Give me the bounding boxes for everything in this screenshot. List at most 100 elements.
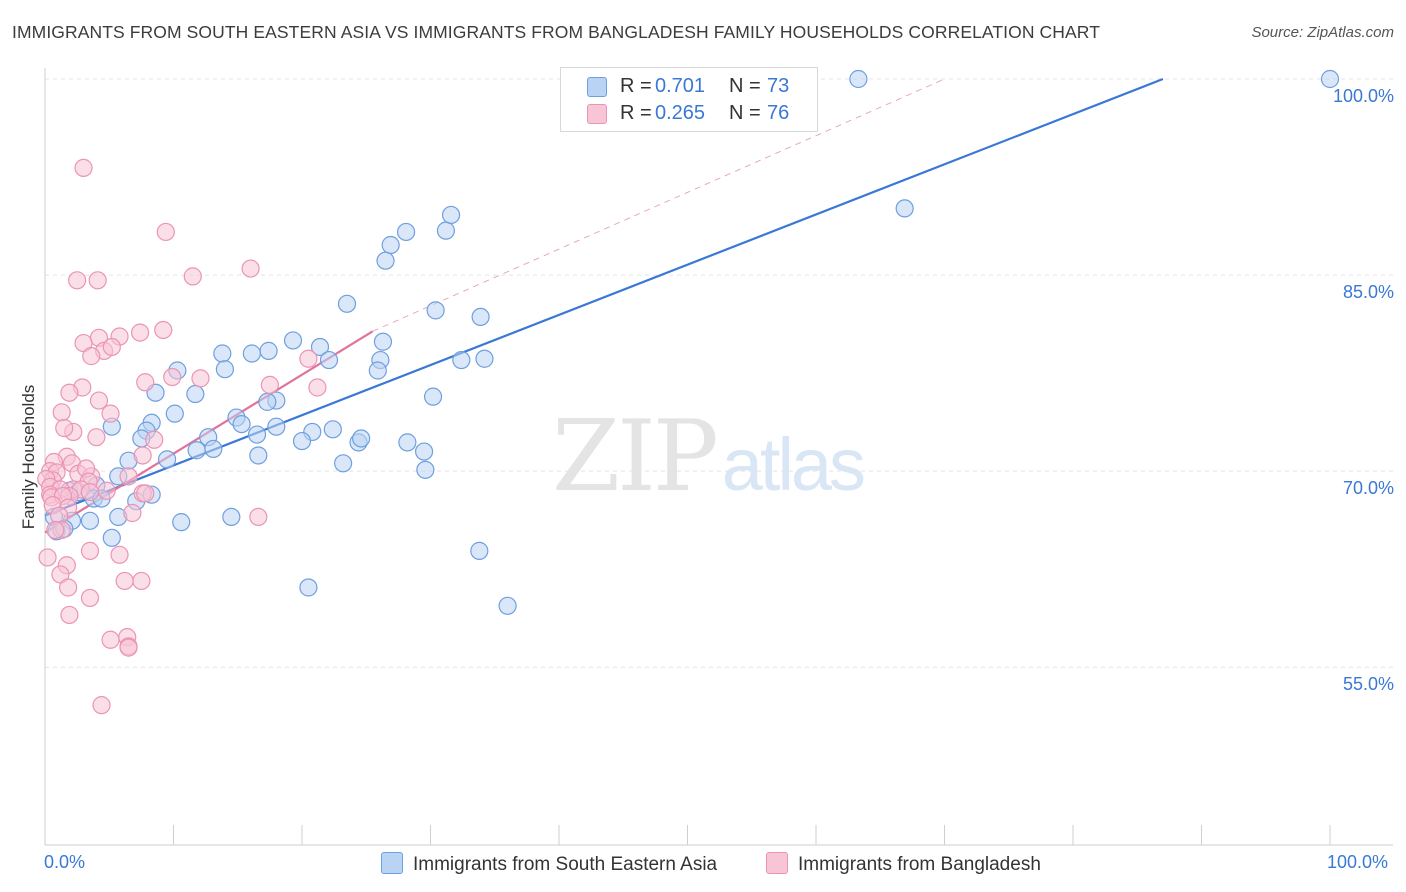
data-point-bangladesh	[154, 320, 173, 340]
data-point-south-eastern-asia	[398, 433, 417, 452]
data-point-bangladesh	[60, 383, 79, 402]
data-point-south-eastern-asia	[242, 344, 261, 363]
data-point-south-eastern-asia	[337, 294, 357, 313]
data-point-bangladesh	[260, 375, 279, 394]
data-point-south-eastern-asia	[80, 511, 100, 530]
y-tick-label: 70.0%	[1342, 478, 1394, 499]
legend-n-label: N =	[729, 102, 761, 124]
data-point-south-eastern-asia	[498, 596, 517, 615]
data-point-south-eastern-asia	[436, 221, 456, 240]
bottom-legend-bangladesh: Immigrants from Bangladesh	[766, 852, 1041, 876]
chart-title: IMMIGRANTS FROM SOUTH EASTERN ASIA VS IM…	[12, 22, 1101, 42]
data-point-south-eastern-asia	[423, 387, 443, 406]
data-point-south-eastern-asia	[204, 439, 223, 459]
bottom-legend-label: Immigrants from Bangladesh	[798, 854, 1041, 875]
data-point-south-eastern-asia	[247, 425, 267, 444]
series-south-eastern-asia-points	[44, 69, 1340, 615]
legend-r-value: 0.701	[655, 75, 706, 97]
data-point-bangladesh	[89, 391, 109, 410]
data-point-bangladesh	[308, 378, 327, 397]
legend-swatch-pink	[587, 104, 607, 124]
y-tick-label: 100.0%	[1332, 86, 1394, 106]
data-point-bangladesh	[88, 271, 107, 290]
data-point-bangladesh	[123, 503, 142, 523]
data-point-bangladesh	[87, 428, 106, 447]
bottom-legend-swatch-pink	[766, 852, 788, 874]
legend-n-value: 76	[767, 102, 790, 124]
data-point-south-eastern-asia	[396, 222, 416, 242]
data-point-bangladesh	[102, 337, 121, 357]
data-point-bangladesh	[132, 571, 151, 591]
data-point-south-eastern-asia	[267, 417, 286, 436]
legend-r-label: R =	[620, 102, 652, 124]
data-point-south-eastern-asia	[849, 69, 868, 89]
data-point-south-eastern-asia	[426, 301, 445, 320]
data-point-bangladesh	[136, 484, 155, 503]
data-point-south-eastern-asia	[475, 349, 494, 368]
data-point-bangladesh	[136, 373, 155, 392]
x-tick-label-min: 0.0%	[44, 852, 86, 872]
trendline-bangladesh-extension	[372, 78, 945, 332]
data-point-south-eastern-asia	[259, 341, 278, 360]
y-tick-label: 85.0%	[1342, 282, 1394, 303]
data-point-bangladesh	[80, 588, 100, 608]
data-point-bangladesh	[68, 271, 87, 290]
legend-swatch-blue	[587, 77, 607, 97]
data-point-south-eastern-asia	[157, 450, 177, 469]
data-point-south-eastern-asia	[376, 251, 395, 270]
bottom-legend-south-eastern-asia: Immigrants from South Eastern Asia	[381, 852, 717, 876]
data-point-bangladesh	[80, 541, 100, 560]
trend-layer	[44, 77, 1164, 534]
data-point-bangladesh	[38, 548, 57, 567]
series-bangladesh-points	[37, 158, 327, 715]
y-axis-label: Family Households	[19, 384, 38, 530]
data-point-bangladesh	[119, 467, 138, 486]
data-point-bangladesh	[163, 367, 182, 387]
data-point-south-eastern-asia	[186, 384, 205, 404]
data-point-bangladesh	[145, 430, 164, 449]
data-point-south-eastern-asia	[213, 344, 232, 363]
data-point-bangladesh	[183, 267, 202, 286]
data-point-south-eastern-asia	[292, 431, 312, 451]
data-point-bangladesh	[55, 418, 74, 438]
data-point-south-eastern-asia	[187, 441, 206, 460]
data-point-bangladesh	[299, 349, 318, 368]
data-point-south-eastern-asia	[249, 446, 268, 465]
data-point-south-eastern-asia	[215, 360, 234, 379]
data-point-bangladesh	[82, 347, 101, 366]
data-point-south-eastern-asia	[222, 507, 241, 527]
data-point-south-eastern-asia	[165, 404, 184, 423]
data-point-south-eastern-asia	[352, 429, 371, 448]
data-point-south-eastern-asia	[299, 578, 318, 597]
data-point-south-eastern-asia	[373, 332, 393, 351]
data-point-south-eastern-asia	[283, 331, 303, 350]
data-point-bangladesh	[115, 571, 134, 591]
data-point-south-eastern-asia	[416, 460, 435, 479]
legend-r-label: R =	[620, 75, 652, 97]
data-point-south-eastern-asia	[102, 528, 121, 547]
data-point-south-eastern-asia	[452, 350, 471, 370]
data-point-bangladesh	[119, 638, 138, 657]
data-point-bangladesh	[80, 482, 100, 502]
y-tick-label: 55.0%	[1342, 674, 1394, 695]
trendline-south-eastern-asia	[44, 77, 1164, 517]
data-point-south-eastern-asia	[1320, 69, 1340, 89]
data-point-south-eastern-asia	[232, 414, 251, 434]
data-point-bangladesh	[156, 222, 175, 242]
legend-r-value: 0.265	[655, 102, 706, 124]
data-point-bangladesh	[191, 369, 210, 388]
data-point-bangladesh	[60, 605, 79, 625]
data-point-bangladesh	[59, 578, 78, 597]
data-point-south-eastern-asia	[368, 361, 387, 380]
data-point-bangladesh	[101, 630, 120, 649]
data-point-bangladesh	[97, 481, 116, 500]
data-point-south-eastern-asia	[414, 442, 434, 461]
data-point-south-eastern-asia	[310, 337, 330, 357]
data-point-bangladesh	[110, 545, 129, 564]
data-point-south-eastern-asia	[319, 350, 339, 370]
bottom-legend-label: Immigrants from South Eastern Asia	[413, 854, 718, 875]
data-point-south-eastern-asia	[334, 454, 353, 473]
data-point-bangladesh	[241, 259, 260, 278]
data-point-bangladesh	[249, 507, 268, 527]
